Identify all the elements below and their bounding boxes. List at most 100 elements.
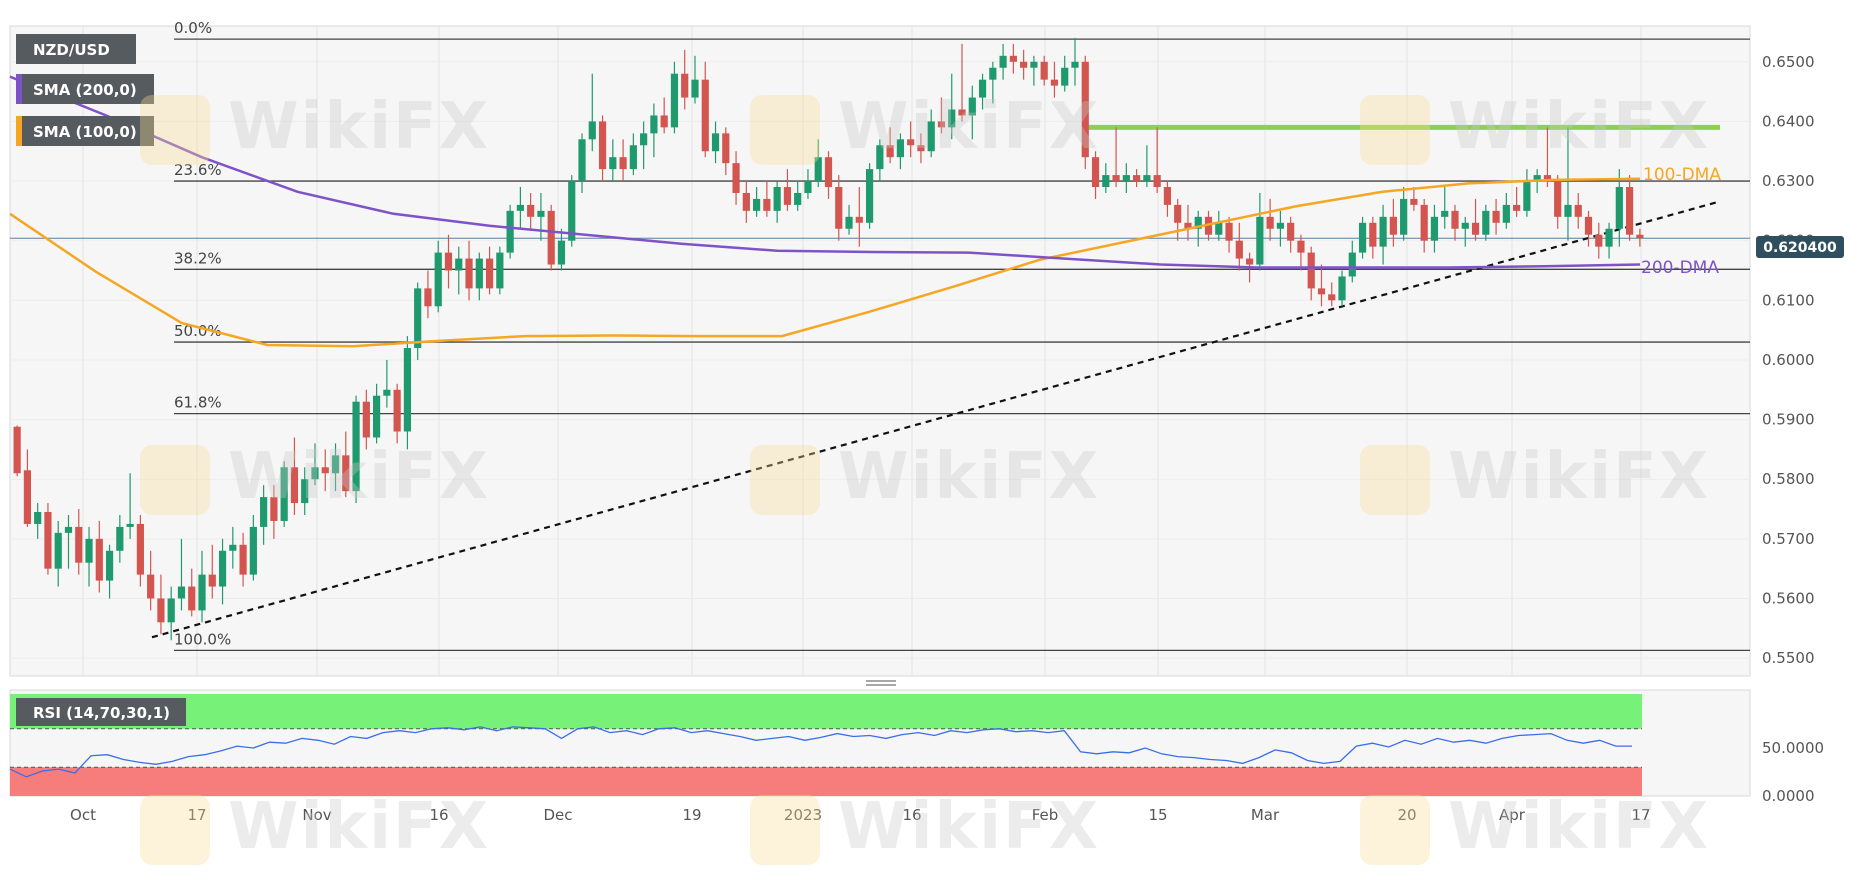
candle-body [393,389,401,432]
rsi-zones [10,694,1642,796]
pane-splitter-handle[interactable] [866,680,896,686]
rsi-tick-label: 0.0000 [1762,787,1815,805]
candle-body [1143,175,1151,182]
x-tick-label: 19 [682,806,701,824]
sma100-line [9,177,1641,348]
candle-body [814,157,822,182]
candle-body [85,538,93,563]
candle-body [23,470,32,524]
candle-body [824,157,833,188]
candle-body [157,598,165,623]
y-tick-label: 0.5700 [1762,530,1815,548]
candle-body [773,187,781,211]
candle-body [1225,222,1233,241]
candle-body [1256,216,1264,265]
candle-body [711,133,720,152]
current-price-tag [1756,236,1844,258]
candle-body [598,121,607,170]
candle-body [1184,222,1192,229]
legend-sma100-box[interactable] [16,116,154,146]
candle-body [1215,222,1223,235]
candle-body [414,288,422,349]
x-tick-label: 17 [1631,806,1650,824]
candle-body [650,115,658,134]
candle-body [136,523,144,575]
candle-body [1584,216,1593,235]
candle-body [670,73,679,128]
candle-body [321,467,329,474]
candle-body [1338,276,1346,301]
candle-body [1081,61,1089,158]
candle-body [1543,175,1552,182]
candle-body [208,574,216,587]
x-tick-label: 20 [1397,806,1416,824]
legend-sma100-swatch [16,116,22,146]
rsi-overbought-zone [10,694,1642,729]
candle-body [1040,61,1048,80]
candle-body [978,79,987,98]
candle-body [1379,216,1387,247]
candle-body [907,139,915,146]
candle-body [1133,175,1141,182]
x-axis: Oct 17 Nov 16 Dec 19 2023 16 Feb 15 Mar 20 Apr 17 [70,806,1651,824]
x-tick-label: Nov [302,806,331,824]
candle-body [496,252,504,289]
candle-body [629,145,637,170]
candle-body [927,121,935,152]
candle-body [886,145,894,158]
x-tick-label: 15 [1148,806,1167,824]
y-tick-label: 0.5900 [1762,411,1815,429]
candle-body [1174,204,1182,223]
candle-body [506,210,514,253]
candle-body [1369,222,1377,247]
legend-sma200-swatch [16,74,22,104]
candle-body [876,145,884,170]
candle-body [865,169,874,223]
candle-body [1358,222,1367,253]
candle-body [763,198,771,211]
candle-body [54,532,62,569]
candle-body [948,109,956,128]
candle-body [1636,234,1644,239]
candle-body [1307,252,1315,289]
candle-body [619,157,627,170]
candle-body [444,252,453,271]
candle-body [311,467,319,480]
candle-body [1430,216,1439,241]
candle-body [937,121,946,128]
candle-body [1605,228,1613,247]
rsi-tick-label: 50.0000 [1762,739,1824,757]
legend-sma100: SMA (100,0) [33,123,137,141]
candle-body [732,163,740,193]
candle-body [722,133,730,164]
candle-body [701,79,709,152]
y-tick-label: 0.6100 [1762,291,1815,309]
candle-body [34,512,42,524]
candle-body [147,574,155,599]
x-tick-label: Mar [1251,806,1280,824]
candle-body [362,401,370,438]
dma100-annotation: 100-DMA [1643,165,1721,185]
candle-body [1122,175,1130,182]
candle-body [640,133,648,146]
legend-rsi-box[interactable] [16,698,186,726]
x-tick-label: Oct [70,806,96,824]
candle-body [691,79,699,98]
candle-body [968,97,976,116]
candle-body [609,157,617,170]
legend-sma200: SMA (200,0) [33,81,137,99]
candle-body [1009,55,1017,62]
y-tick-label: 0.6300 [1762,172,1815,190]
legend-sma200-box[interactable] [16,74,154,104]
x-tick-label: 17 [187,806,206,824]
candle-body [527,204,535,217]
candle-body [1461,222,1469,229]
candle-body [301,479,309,504]
candle-body [1400,198,1408,235]
candle-body [64,526,73,533]
candle-body [1389,216,1397,235]
candlesticks [13,37,1644,641]
candle-body [177,586,186,599]
fib-level-label: 50.0% [174,322,222,340]
